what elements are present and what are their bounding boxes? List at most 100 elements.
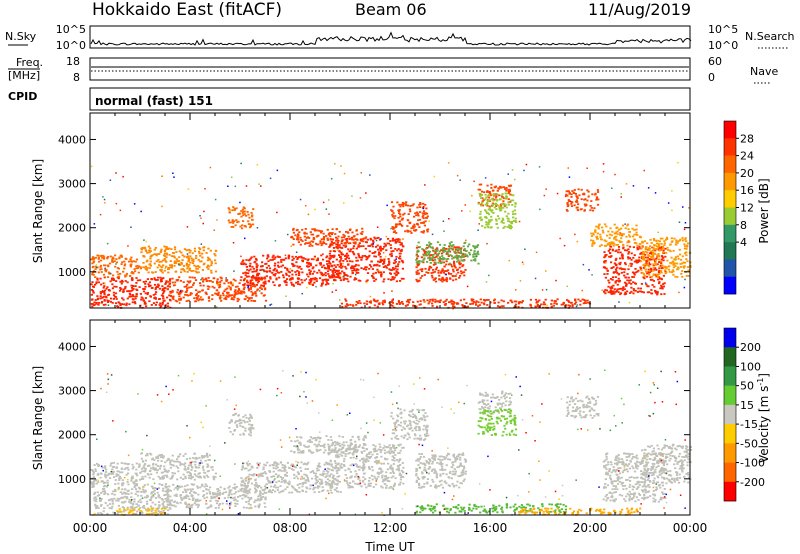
power-cell — [92, 260, 96, 263]
velocity-cell — [304, 468, 307, 470]
power-cell — [264, 280, 267, 283]
power-cell — [200, 217, 202, 219]
power-cell — [453, 302, 456, 304]
power-cell — [110, 272, 112, 275]
power-cell — [230, 298, 233, 300]
power-cell — [131, 294, 134, 296]
power-cell — [371, 268, 374, 270]
power-cell — [453, 262, 456, 265]
power-cell — [433, 175, 436, 178]
power-cell — [321, 274, 324, 277]
power-cell — [383, 299, 386, 302]
power-cell — [347, 248, 350, 251]
power-cell — [399, 205, 402, 208]
power-cell — [263, 270, 266, 273]
power-cell — [451, 248, 454, 251]
power-cell — [365, 258, 368, 261]
power-cell — [249, 262, 252, 265]
power-cell — [360, 172, 362, 174]
power-cell — [248, 284, 251, 287]
power-cell — [378, 261, 381, 263]
power-cell — [488, 274, 490, 277]
power-cell — [403, 202, 406, 205]
power-cell — [359, 197, 362, 199]
velocity-cell — [196, 500, 199, 502]
power-cell — [165, 253, 168, 256]
power-cell — [614, 290, 617, 293]
velocity-cell — [194, 470, 197, 472]
power-cell — [642, 273, 646, 275]
power-cell — [346, 278, 349, 280]
power-cell — [358, 256, 361, 259]
velocity-cell — [164, 461, 167, 464]
power-cell — [356, 259, 359, 262]
power-cell — [155, 260, 158, 263]
power-cell — [641, 256, 644, 258]
velocity-cell — [127, 463, 130, 465]
velocity-cell — [111, 466, 115, 468]
power-cell — [210, 262, 213, 265]
power-cell — [663, 244, 666, 246]
power-cell — [610, 261, 613, 264]
power-cell — [442, 279, 446, 282]
velocity-cell — [188, 477, 191, 479]
power-cell — [102, 273, 106, 276]
velocity-cell — [257, 464, 260, 467]
power-cell — [352, 238, 355, 241]
power-cell — [306, 261, 309, 264]
power-cell — [373, 280, 376, 282]
power-cell — [626, 290, 629, 293]
velocity-cell — [108, 507, 111, 509]
power-cell — [498, 198, 501, 201]
power-cell — [620, 196, 622, 198]
power-cell — [121, 280, 124, 283]
power-cell — [234, 185, 237, 188]
velocity-cell — [143, 464, 146, 467]
power-cell — [443, 257, 446, 260]
velocity-cell — [209, 504, 213, 507]
velocity-cell — [201, 483, 204, 486]
power-cell — [634, 271, 637, 274]
velocity-cell — [324, 480, 327, 483]
velocity-cell — [240, 477, 243, 479]
power-cell — [678, 248, 681, 251]
power-cell — [609, 289, 613, 292]
velocity-cell — [146, 503, 149, 505]
power-cell — [642, 291, 645, 294]
power-cell — [680, 258, 683, 261]
power-cell — [165, 248, 168, 251]
power-cell — [199, 260, 202, 263]
power-cell — [631, 227, 634, 230]
power-cell — [371, 245, 374, 248]
velocity-cell — [181, 463, 184, 466]
power-cell — [644, 246, 647, 249]
power-cell — [340, 165, 342, 167]
power-cell — [379, 245, 382, 248]
power-cell — [640, 251, 643, 254]
power-cell — [195, 270, 198, 273]
power-cell — [651, 246, 654, 249]
power-cell — [473, 245, 476, 248]
power-cell — [353, 242, 356, 245]
power-cell — [168, 285, 171, 288]
power-cell — [123, 260, 126, 263]
velocity-cell — [114, 490, 117, 493]
power-cell — [130, 226, 132, 228]
power-cell — [206, 285, 209, 288]
power-cell — [308, 237, 311, 239]
power-cell — [415, 229, 418, 231]
power-cell — [343, 202, 345, 204]
power-cell — [429, 257, 432, 260]
power-cell — [277, 261, 280, 264]
power-cell — [505, 195, 508, 197]
power-cell — [450, 299, 453, 302]
power-cell — [628, 231, 631, 233]
power-cell — [448, 218, 450, 220]
power-cell — [356, 239, 359, 241]
power-cell — [391, 237, 394, 240]
power-cell — [421, 212, 424, 215]
power-cell — [112, 291, 115, 294]
power-cell — [459, 252, 462, 254]
power-cell — [355, 259, 358, 262]
